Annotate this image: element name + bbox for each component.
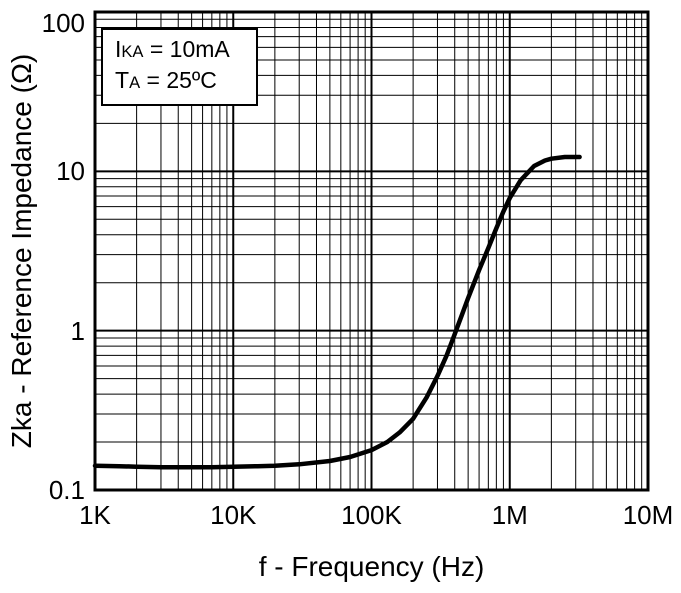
x-tick-label: 10K (210, 500, 257, 530)
x-tick-label: 1M (491, 500, 528, 530)
condition-ta-value: = 25ºC (140, 67, 217, 94)
y-tick-label: 1 (70, 315, 85, 346)
condition-ta-symbol: T (115, 67, 130, 94)
condition-ika-subscript: KA (121, 42, 144, 61)
plot-border (93, 10, 650, 492)
condition-ta: TA = 25ºC (115, 65, 230, 96)
impedance-curve (92, 154, 582, 470)
conditions-box: IKA = 10mA TA = 25ºC (101, 28, 258, 107)
y-tick-label: 10 (56, 156, 85, 187)
x-tick-label: 100K (341, 500, 402, 530)
y-tick-label: 0.1 (48, 475, 85, 505)
y-axis-label: Zka - Reference Impedance (Ω) (6, 53, 37, 449)
condition-ika: IKA = 10mA (115, 34, 230, 65)
condition-ika-symbol: I (115, 36, 122, 62)
condition-ta-subscript: A (129, 73, 141, 93)
condition-ika-value: = 10mA (143, 36, 230, 62)
x-tick-label: 10M (622, 500, 674, 530)
y-tick-label: 100 (41, 8, 85, 38)
x-axis-label: f - Frequency (Hz) (258, 551, 485, 582)
x-tick-label: 1K (79, 500, 111, 530)
